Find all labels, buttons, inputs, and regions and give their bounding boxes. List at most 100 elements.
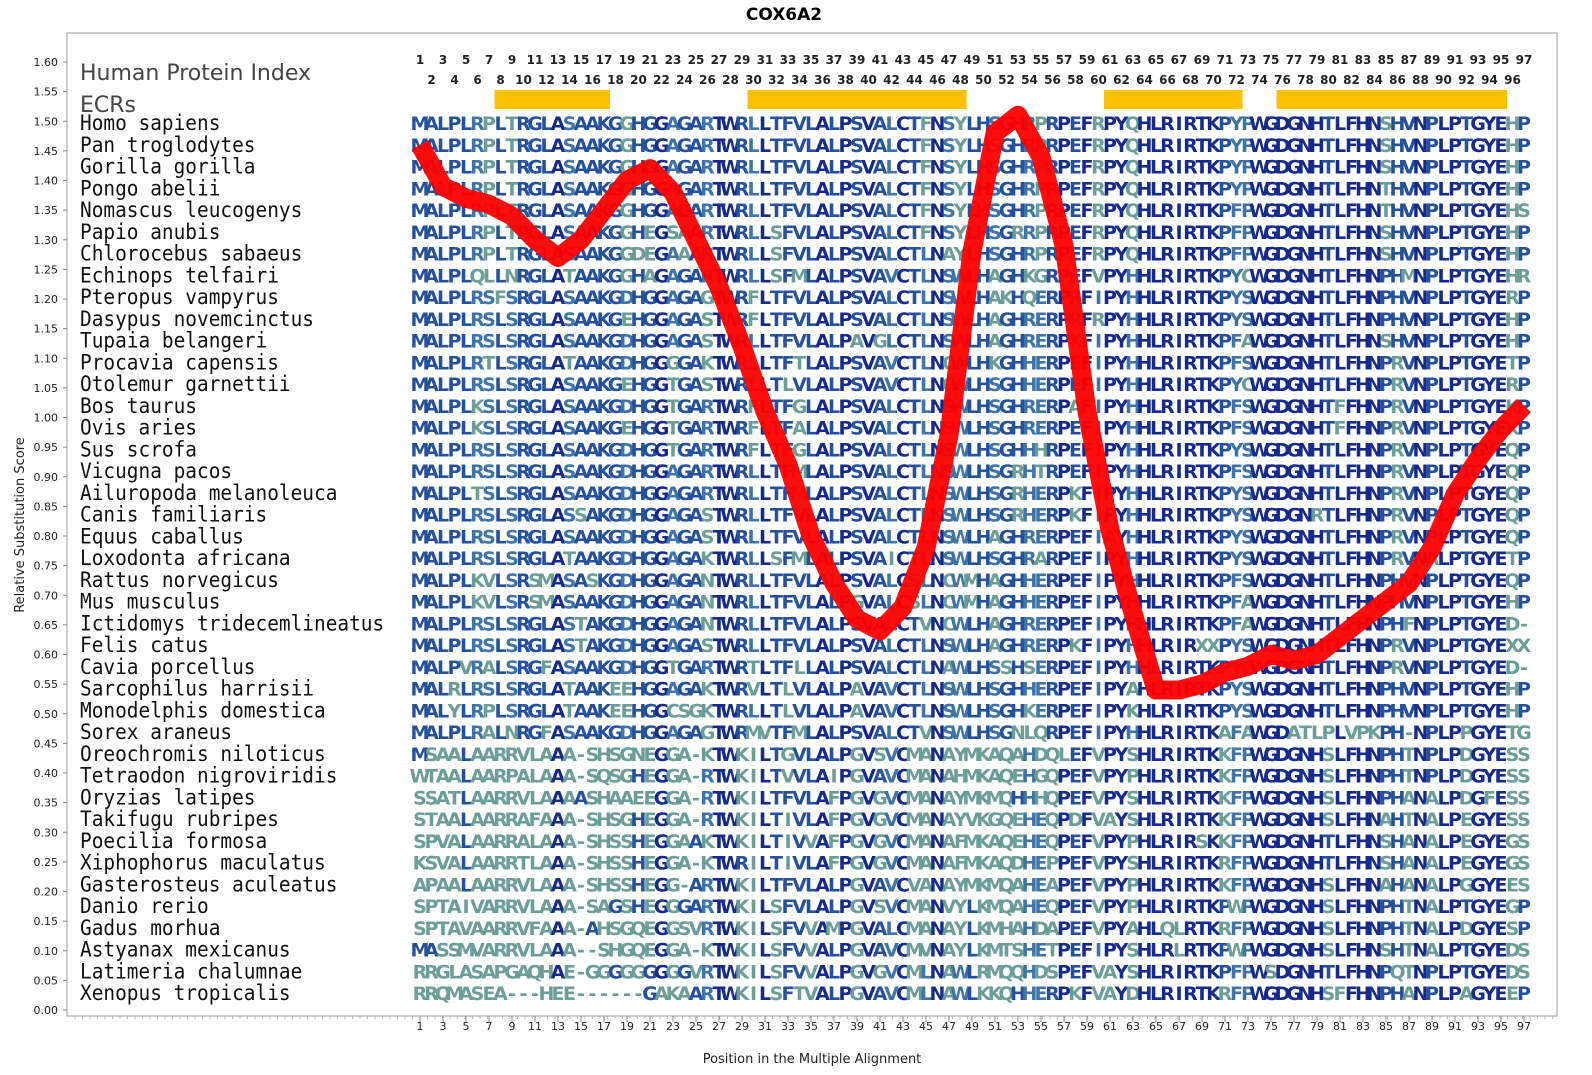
residue: K (1206, 265, 1222, 287)
x-tick-label: 77 (1287, 1020, 1301, 1033)
residue: F (1081, 700, 1094, 722)
residue: R (1091, 157, 1106, 179)
species-name: Papio anubis (80, 220, 220, 244)
residue: H (1355, 157, 1371, 179)
residue: P (1241, 222, 1255, 244)
residue: P (839, 157, 853, 179)
residue: T (1322, 265, 1335, 287)
x-tick-label: 65 (1149, 1020, 1163, 1033)
residue: P (1517, 135, 1531, 157)
residue: A (424, 113, 439, 135)
residue: P (1448, 157, 1462, 179)
residue: R (1091, 178, 1106, 200)
residue: A (574, 135, 589, 157)
residue: L (1437, 135, 1449, 157)
y-tick-label: 0.05 (34, 974, 59, 987)
residue: L (494, 244, 506, 266)
residue: K (735, 940, 751, 962)
residue: L (460, 244, 472, 266)
residue: H (1505, 222, 1521, 244)
residue: H (1505, 113, 1521, 135)
species-name: Otolemur garnettii (80, 372, 291, 396)
residue: V (792, 222, 807, 244)
residue: K (1022, 265, 1038, 287)
residue: A (562, 853, 577, 875)
residue: A (873, 178, 888, 200)
species-name: Nomascus leucogenys (80, 198, 302, 222)
residue: R (1160, 483, 1175, 505)
residue: V (861, 244, 876, 266)
residue: G (1470, 244, 1486, 266)
residue: R (1160, 592, 1175, 614)
residue: L (437, 309, 449, 331)
residue: G (1470, 178, 1486, 200)
residue: H (1137, 200, 1153, 222)
residue: D (1505, 613, 1521, 635)
residue: R (1022, 244, 1037, 266)
residue: K (1206, 113, 1222, 135)
residue: P (1103, 178, 1117, 200)
residue: A (873, 265, 888, 287)
residue: A (551, 200, 566, 222)
residue: R (735, 113, 750, 135)
residue: A (585, 287, 600, 309)
residue: R (1160, 331, 1175, 353)
residue: - (692, 766, 700, 788)
residue: E (1495, 200, 1508, 222)
residue: T (506, 178, 519, 200)
species-name: Danio rerio (80, 894, 209, 918)
residue: I (750, 744, 757, 766)
residue: P (482, 222, 496, 244)
species-name: Gasterosteus aculeatus (80, 872, 337, 896)
residue: P (1218, 244, 1232, 266)
residue: L (828, 113, 840, 135)
residue: T (713, 157, 726, 179)
residue: T (908, 178, 921, 200)
residue: - (589, 940, 597, 962)
residue: I (1095, 635, 1102, 657)
residue: G (654, 222, 670, 244)
x-tick-label: 87 (1402, 1020, 1416, 1033)
residue: D (1275, 244, 1291, 266)
residue: I (1175, 157, 1182, 179)
residue: R (516, 157, 531, 179)
residue: - (1520, 613, 1528, 635)
residue: - (577, 918, 585, 940)
top-position-label: 30 (745, 73, 762, 87)
residue: G (654, 113, 670, 135)
residue: N (1367, 265, 1383, 287)
residue: T (1196, 157, 1209, 179)
residue: L (920, 265, 932, 287)
residue: Y (953, 200, 968, 222)
residue: P (448, 113, 462, 135)
residue: L (747, 592, 759, 614)
residue: Y (1229, 287, 1244, 309)
residue: P (1517, 461, 1531, 483)
y-tick-label: 1.35 (34, 204, 59, 217)
residue: R (1505, 287, 1520, 309)
residue: P (1425, 244, 1439, 266)
residue: H (1390, 113, 1406, 135)
residue: - (577, 744, 585, 766)
residue: L (828, 244, 840, 266)
residue: R (1160, 178, 1175, 200)
residue: S (942, 287, 956, 309)
residue: H (1309, 113, 1325, 135)
residue: H (631, 113, 647, 135)
residue: H (1390, 178, 1406, 200)
residue: Y (953, 157, 968, 179)
residue: W (720, 200, 741, 222)
y-tick-label: 0.50 (34, 708, 59, 721)
x-tick-label: 45 (919, 1020, 933, 1033)
residue: F (1345, 157, 1358, 179)
residue: P (1057, 113, 1071, 135)
top-position-label: 88 (1412, 73, 1429, 87)
y-tick-label: 0.90 (34, 471, 59, 484)
residue: A (815, 157, 830, 179)
residue: K (1206, 244, 1222, 266)
residue: N (1413, 113, 1429, 135)
residue: S (942, 157, 956, 179)
residue: I (1175, 135, 1182, 157)
residue: I (1175, 526, 1182, 548)
